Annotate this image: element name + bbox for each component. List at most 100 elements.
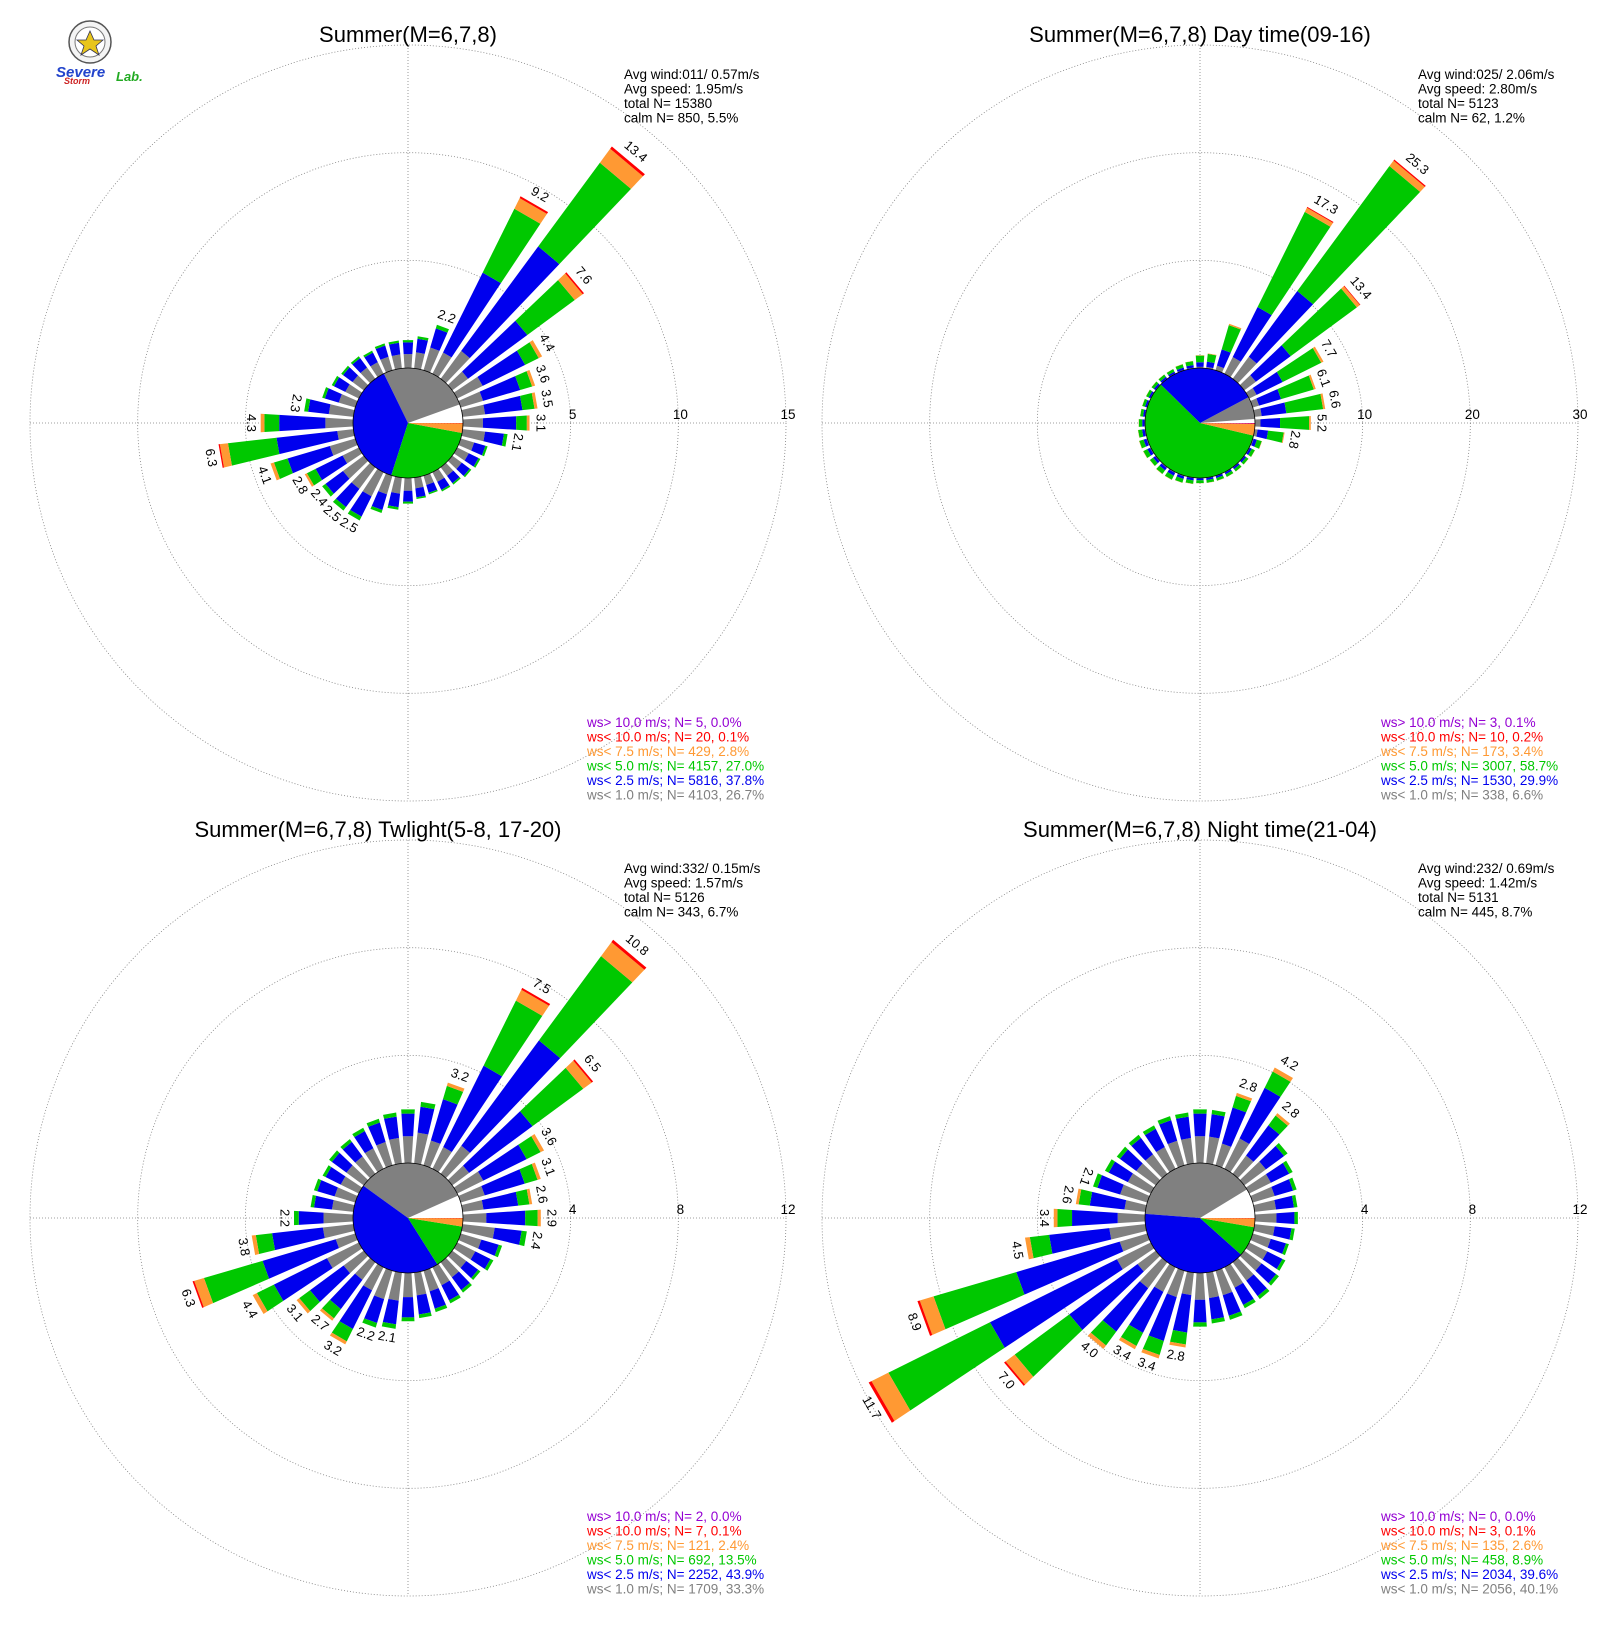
- wind-bar-segment: [1164, 475, 1172, 480]
- wind-bar-segment: [471, 442, 486, 456]
- wind-bar-segment: [368, 1122, 386, 1146]
- wind-bar-segment: [479, 376, 521, 401]
- calm-pie-outline: [1144, 367, 1256, 479]
- calm-pie-slice: [408, 1218, 463, 1227]
- wind-bar-segment: [514, 198, 547, 224]
- wind-bar-segment: [501, 433, 508, 447]
- wind-bar-segment: [430, 328, 448, 351]
- wind-bar-segment: [1176, 1116, 1192, 1140]
- wind-bar-segment: [1146, 389, 1153, 398]
- calm-pie-slice: [1200, 418, 1255, 423]
- wind-bar-segment: [321, 1299, 341, 1319]
- wind-bar-segment: [322, 387, 329, 399]
- wind-bar-segment: [1166, 369, 1175, 376]
- wind-bar-segment: [529, 340, 543, 359]
- wind-bar-segment: [1224, 1263, 1244, 1288]
- ring-label: 20: [1465, 407, 1480, 422]
- wind-bar-segment: [1206, 481, 1215, 484]
- wind-bar-segment: [1140, 408, 1145, 417]
- wind-bar-segment: [360, 367, 376, 384]
- wind-bar-segment: [917, 1300, 933, 1336]
- calm-pie-slice: [353, 373, 408, 476]
- legend-entry: ws< 1.0 m/s; N= 4103, 26.7%: [586, 788, 764, 803]
- wind-bar-segment: [1243, 458, 1249, 465]
- wind-bar-segment: [1137, 1250, 1161, 1272]
- legend-entry: ws< 5.0 m/s; N= 3007, 58.7%: [1380, 759, 1558, 774]
- wind-bar-segment: [1104, 1159, 1116, 1173]
- wind-bar-segment: [1128, 1134, 1141, 1146]
- wind-bar-segment: [1250, 1233, 1271, 1248]
- wind-bar-segment: [442, 1085, 464, 1105]
- wind-bar-segment: [1142, 1335, 1164, 1356]
- wind-bar-segment: [1176, 474, 1185, 480]
- bar-value-label: 3.2: [449, 1065, 471, 1085]
- legend-entry: ws< 7.5 m/s; N= 429, 2.8%: [586, 744, 749, 759]
- wind-rose-panel-2: 10 20 3017.325.313.47.76.16.65.22.8Summer(…: [821, 22, 1588, 803]
- wind-bar-segment: [1251, 450, 1256, 458]
- bar-value-label: 3.1: [533, 414, 548, 432]
- wind-bar-segment: [347, 510, 362, 521]
- wind-bar-segment: [340, 1176, 363, 1194]
- legend-entry: ws< 10.0 m/s; N= 3, 0.1%: [1380, 1524, 1536, 1539]
- wind-bar-segment: [1005, 1354, 1034, 1385]
- wind-bar-segment: [331, 1200, 355, 1212]
- range-ring: [821, 839, 1579, 1597]
- wind-bar-segment: [391, 354, 402, 370]
- wind-bar-segment: [429, 1288, 446, 1309]
- wind-bar-segment: [308, 399, 331, 415]
- bar-value-label: 5.2: [1315, 414, 1330, 432]
- wind-bar-segment: [332, 498, 346, 511]
- wind-bar-segment: [1256, 389, 1282, 406]
- wind-bar-segment: [1281, 432, 1285, 444]
- ring-label: 30: [1572, 407, 1587, 422]
- wind-bar-segment: [1389, 160, 1425, 192]
- wind-bar-segment: [441, 1280, 459, 1301]
- wind-bar-segment: [1158, 374, 1166, 382]
- wind-bar-segment: [1078, 1189, 1093, 1206]
- wind-bar-segment: [538, 956, 633, 1059]
- bar-value-label: 2.8: [1166, 1346, 1186, 1364]
- wind-bar-segment: [1206, 353, 1217, 363]
- wind-bar-segment: [1228, 1311, 1243, 1320]
- ring-label: 8: [1469, 1202, 1477, 1217]
- wind-bar-segment: [1169, 1341, 1186, 1348]
- wind-bar-segment: [1259, 441, 1263, 449]
- calm-pie-slice: [1200, 1218, 1255, 1255]
- wind-bar-segment: [1274, 1195, 1295, 1210]
- wind-bar-segment: [432, 468, 445, 482]
- wind-bar-segment: [483, 395, 523, 415]
- wind-bar-segment: [1108, 1161, 1133, 1183]
- wind-bar-segment: [416, 1293, 431, 1315]
- wind-bar-segment: [610, 146, 645, 177]
- wind-bar-segment: [453, 376, 483, 399]
- wind-bar-segment: [1149, 459, 1155, 467]
- wind-bar-segment: [463, 468, 472, 478]
- wind-bar-segment: [370, 362, 384, 378]
- ring-label: 12: [1572, 1202, 1587, 1217]
- range-ring: [929, 947, 1471, 1489]
- wind-bar-segment: [1251, 438, 1257, 447]
- wind-bar-segment: [380, 356, 393, 373]
- wind-bar-segment: [389, 342, 401, 356]
- wind-bar-segment: [1273, 1226, 1292, 1240]
- wind-bar-segment: [1262, 1251, 1283, 1269]
- wind-bar-segment: [304, 473, 314, 487]
- wind-bar-segment: [1222, 1291, 1241, 1316]
- wind-bar-segment: [294, 1210, 299, 1226]
- bar-value-label: 7.5: [530, 975, 553, 997]
- wind-bar-segment: [1239, 1161, 1266, 1186]
- wind-bar-segment: [1276, 348, 1322, 382]
- wind-bar-segment: [483, 1000, 543, 1077]
- wind-bar-segment: [486, 1210, 526, 1226]
- calm-pie-slice: [1200, 423, 1255, 425]
- legend-entry: ws< 7.5 m/s; N= 135, 2.6%: [1380, 1538, 1543, 1553]
- wind-bar-segment: [1109, 1224, 1147, 1240]
- wind-bar-segment: [325, 470, 350, 494]
- bar-value-label: 6.3: [202, 447, 220, 467]
- info-line: Avg speed: 1.42m/s: [1418, 876, 1537, 891]
- legend-entry: ws< 2.5 m/s; N= 5816, 37.8%: [586, 773, 764, 788]
- wind-bar-segment: [338, 394, 358, 408]
- info-line: Avg speed: 1.57m/s: [624, 876, 743, 891]
- range-ring: [137, 947, 679, 1489]
- wind-bar-segment: [1160, 376, 1168, 383]
